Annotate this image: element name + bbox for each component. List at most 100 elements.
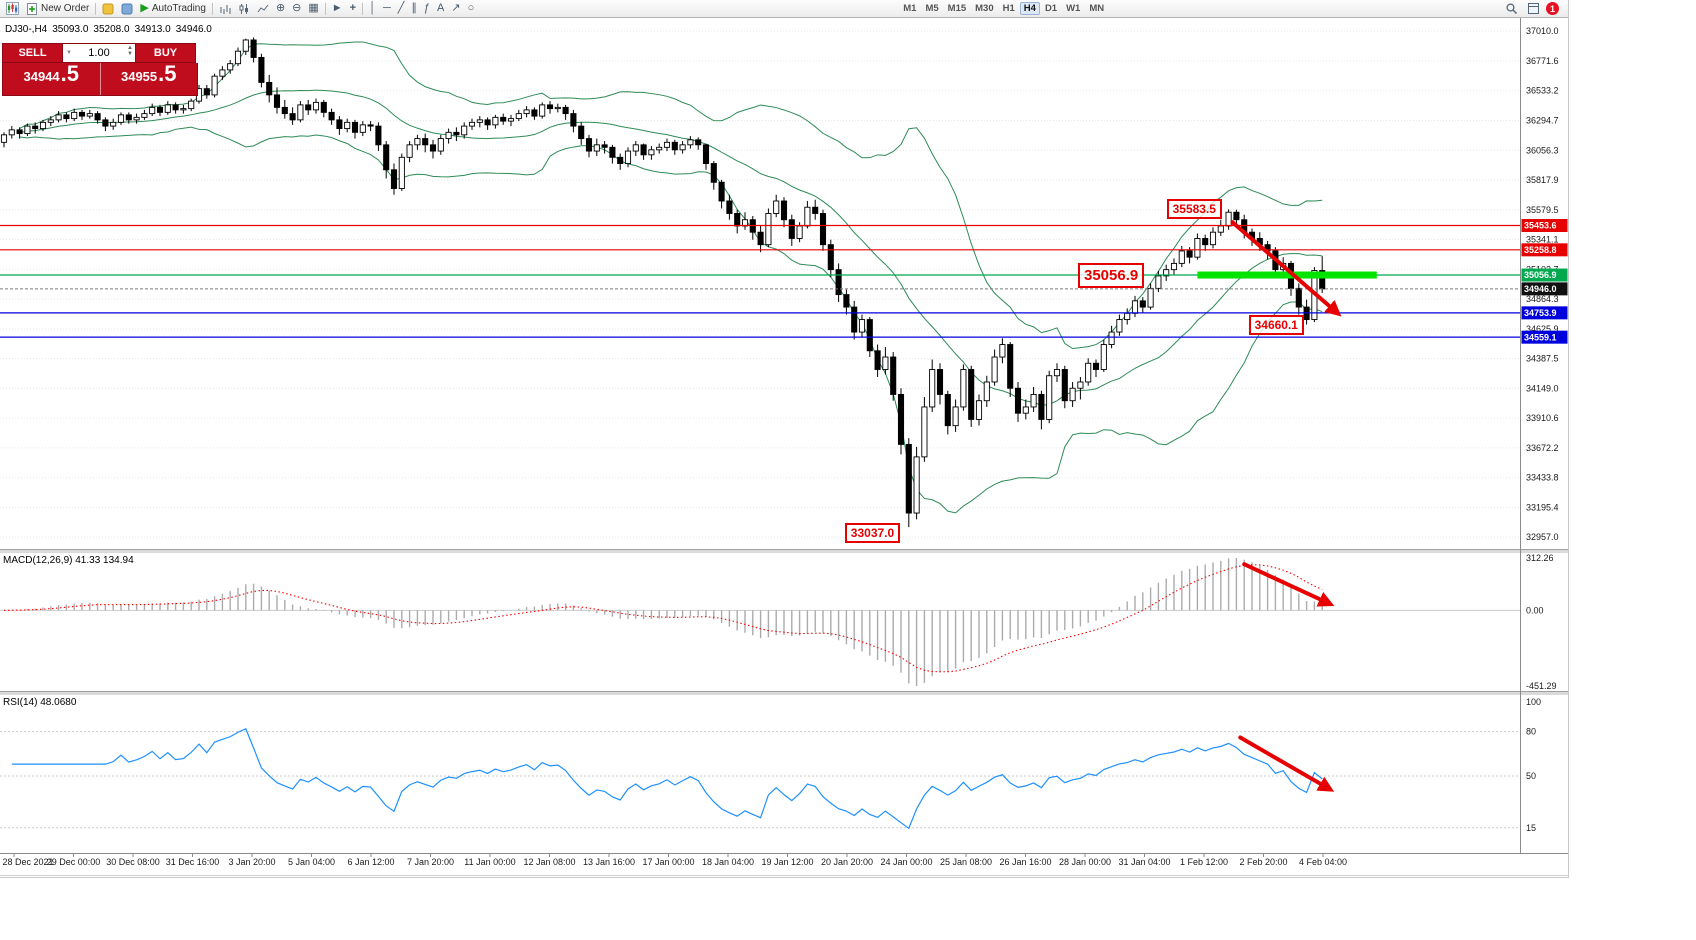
svg-text:5 Jan 04:00: 5 Jan 04:00 bbox=[288, 857, 335, 867]
svg-text:35056.9: 35056.9 bbox=[1524, 270, 1557, 280]
fibonacci-button[interactable]: ƒ bbox=[421, 1, 433, 16]
bar-chart-button[interactable] bbox=[216, 1, 234, 16]
svg-text:24 Jan 00:00: 24 Jan 00:00 bbox=[880, 857, 932, 867]
svg-text:18 Jan 04:00: 18 Jan 04:00 bbox=[702, 857, 754, 867]
tf-m15-button[interactable]: M15 bbox=[947, 3, 967, 14]
svg-text:35817.9: 35817.9 bbox=[1526, 175, 1559, 185]
sell-price-frac: .5 bbox=[60, 61, 79, 86]
price-annotation-high[interactable]: 35583.5 bbox=[1166, 199, 1222, 220]
price-annotation-bottom[interactable]: 33037.0 bbox=[844, 523, 901, 544]
svg-text:28 Dec 2021: 28 Dec 2021 bbox=[2, 857, 53, 867]
volume-value: 1.00 bbox=[88, 47, 110, 59]
price-annotation-recent-low[interactable]: 34660.1 bbox=[1248, 314, 1304, 335]
fibonacci-icon: ƒ bbox=[423, 2, 431, 14]
tf-m5-button[interactable]: M5 bbox=[925, 3, 939, 14]
mt4-window: New Order ▶ AutoTrading ⊕ ⊖ ▦ ► bbox=[0, 0, 1569, 878]
svg-text:80: 80 bbox=[1526, 727, 1536, 737]
vertical-line-icon: │ bbox=[369, 2, 376, 14]
svg-text:-451.29: -451.29 bbox=[1526, 681, 1557, 691]
tf-m1-button[interactable]: M1 bbox=[903, 3, 917, 14]
open-value: 35093.0 bbox=[52, 24, 89, 35]
svg-text:37010.0: 37010.0 bbox=[1526, 26, 1559, 36]
svg-text:11 Jan 00:00: 11 Jan 00:00 bbox=[464, 857, 515, 867]
new-order-button[interactable]: New Order bbox=[23, 1, 92, 16]
svg-text:36056.3: 36056.3 bbox=[1526, 145, 1559, 155]
tf-h4-button[interactable]: H4 bbox=[1019, 2, 1040, 15]
tf-mn-button[interactable]: MN bbox=[1089, 3, 1105, 14]
new-order-icon bbox=[27, 2, 37, 15]
bar-chart-icon bbox=[220, 4, 231, 14]
notification-badge[interactable]: 1 bbox=[1546, 2, 1559, 15]
buy-price-main: 34955 bbox=[120, 69, 158, 84]
svg-text:33195.4: 33195.4 bbox=[1526, 502, 1559, 512]
svg-text:34864.3: 34864.3 bbox=[1526, 294, 1559, 304]
chart-area: 37010.0 36771.6 36533.2 36294.7 36056.3 35817… bbox=[0, 18, 1568, 877]
one-click-price-row: 34944 .5 34955 .5 bbox=[2, 63, 198, 96]
svg-text:17 Jan 00:00: 17 Jan 00:00 bbox=[642, 857, 694, 867]
line-chart-button[interactable] bbox=[254, 1, 272, 16]
svg-text:0.00: 0.00 bbox=[1526, 605, 1544, 615]
tf-d1-button[interactable]: D1 bbox=[1044, 3, 1058, 14]
svg-text:35579.5: 35579.5 bbox=[1526, 205, 1559, 215]
chart-canvas[interactable]: 37010.0 36771.6 36533.2 36294.7 36056.3 35817… bbox=[0, 18, 1568, 877]
stepper-up-icon[interactable]: ▲ bbox=[127, 45, 133, 51]
channel-button[interactable]: ∥ bbox=[408, 1, 420, 16]
app-icon bbox=[6, 2, 19, 15]
svg-text:35453.6: 35453.6 bbox=[1524, 221, 1557, 231]
metaeditor-button[interactable] bbox=[99, 1, 117, 16]
svg-text:34625.9: 34625.9 bbox=[1526, 324, 1559, 334]
volume-input[interactable]: ▼ 1.00 ▲ ▼ bbox=[63, 43, 135, 63]
line-chart-icon bbox=[257, 4, 269, 12]
tile-windows-icon: ▦ bbox=[308, 2, 319, 14]
svg-text:35258.8: 35258.8 bbox=[1524, 245, 1557, 255]
arrow-tool-button[interactable]: ↗ bbox=[448, 1, 463, 16]
volume-stepper[interactable]: ▲ ▼ bbox=[127, 45, 133, 57]
crosshair-icon: + bbox=[349, 2, 357, 14]
toolbar: New Order ▶ AutoTrading ⊕ ⊖ ▦ ► bbox=[0, 0, 1568, 18]
tf-w1-button[interactable]: W1 bbox=[1066, 3, 1081, 14]
svg-text:50: 50 bbox=[1526, 771, 1536, 781]
trendline-button[interactable]: ╱ bbox=[395, 1, 408, 16]
sell-price[interactable]: 34944 .5 bbox=[3, 63, 100, 95]
zoom-out-button[interactable]: ⊖ bbox=[289, 1, 304, 16]
search-button[interactable] bbox=[1502, 1, 1521, 16]
svg-text:36533.2: 36533.2 bbox=[1526, 86, 1559, 96]
svg-text:2 Feb 20:00: 2 Feb 20:00 bbox=[1239, 857, 1287, 867]
low-value: 34913.0 bbox=[134, 24, 171, 35]
svg-text:34753.9: 34753.9 bbox=[1524, 308, 1557, 318]
terminal-button[interactable] bbox=[118, 1, 136, 16]
data-window-button[interactable] bbox=[1524, 1, 1543, 16]
price-annotation-support[interactable]: 35056.9 bbox=[1078, 262, 1145, 288]
chevron-down-icon[interactable]: ▼ bbox=[66, 50, 72, 56]
svg-text:26 Jan 16:00: 26 Jan 16:00 bbox=[999, 857, 1051, 867]
tf-m30-button[interactable]: M30 bbox=[975, 3, 994, 14]
toolbar-separator bbox=[211, 2, 213, 15]
candlestick-chart-button[interactable] bbox=[235, 1, 253, 16]
sell-button[interactable]: SELL bbox=[2, 43, 63, 63]
toolbar-separator bbox=[95, 2, 97, 15]
text-tool-button[interactable]: A bbox=[434, 1, 447, 16]
app-menu-button[interactable] bbox=[3, 1, 22, 16]
autotrading-button[interactable]: ▶ AutoTrading bbox=[137, 1, 209, 16]
stepper-down-icon[interactable]: ▼ bbox=[127, 51, 133, 57]
metaeditor-icon bbox=[102, 3, 114, 14]
vertical-line-button[interactable]: │ bbox=[366, 1, 379, 16]
tile-windows-button[interactable]: ▦ bbox=[305, 1, 321, 16]
crosshair-button[interactable]: + bbox=[347, 1, 359, 16]
buy-button[interactable]: BUY bbox=[135, 43, 196, 63]
chart-ohlc-header: DJ30-,H4 35093.0 35208.0 34913.0 34946.0 bbox=[5, 24, 217, 35]
toolbar-separator bbox=[362, 2, 364, 15]
shapes-button[interactable]: ○ bbox=[465, 1, 478, 16]
zoom-in-button[interactable]: ⊕ bbox=[273, 1, 288, 16]
horizontal-line-button[interactable]: ─ bbox=[380, 1, 394, 16]
tf-h1-button[interactable]: H1 bbox=[1002, 3, 1015, 14]
buy-price[interactable]: 34955 .5 bbox=[99, 63, 198, 95]
trendline-icon: ╱ bbox=[397, 2, 405, 14]
svg-text:3 Jan 20:00: 3 Jan 20:00 bbox=[228, 857, 275, 867]
toolbar-right-group: 1 bbox=[1502, 1, 1565, 16]
cursor-button[interactable]: ► bbox=[329, 1, 346, 16]
svg-text:25 Jan 08:00: 25 Jan 08:00 bbox=[940, 857, 992, 867]
svg-text:312.26: 312.26 bbox=[1526, 553, 1554, 563]
svg-text:1 Feb 12:00: 1 Feb 12:00 bbox=[1180, 857, 1228, 867]
svg-text:34387.5: 34387.5 bbox=[1526, 354, 1559, 364]
